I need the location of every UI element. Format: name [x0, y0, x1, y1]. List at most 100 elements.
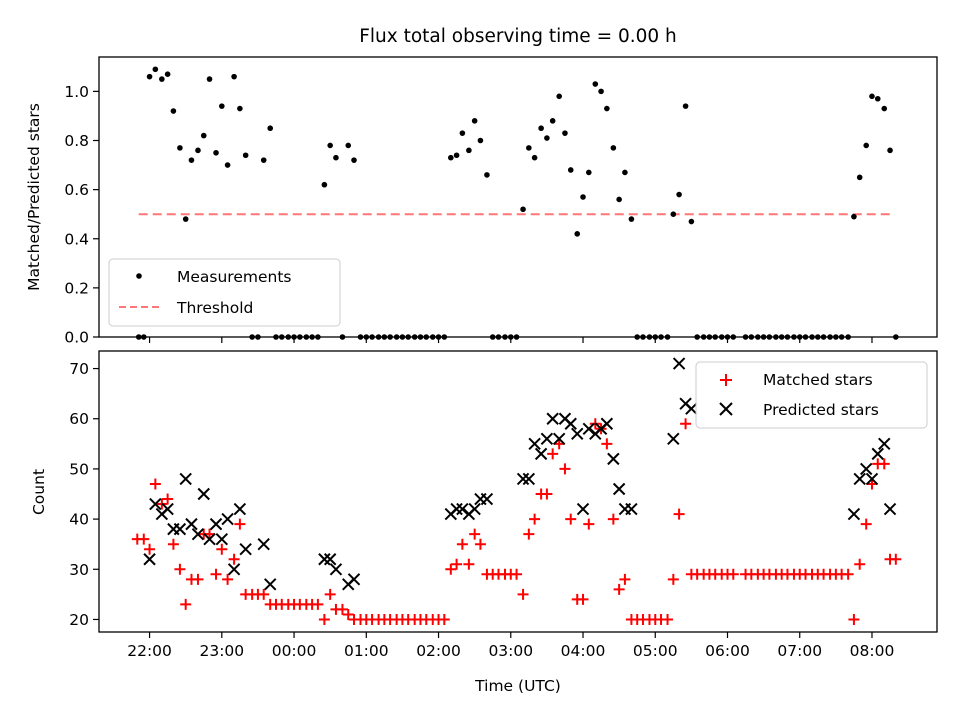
x-tick-label: 01:00 [344, 642, 389, 660]
matched-star-point [463, 558, 475, 570]
predicted-star-point [329, 563, 343, 576]
measurement-point [538, 125, 544, 132]
counts-y-ticks: 20 30 40 50 60 70 [69, 360, 99, 629]
matched-star-point [216, 543, 228, 555]
measurement-point [592, 81, 599, 87]
predicted-star-point [516, 472, 530, 486]
predicted-star-point [865, 472, 879, 486]
predicted-star-point [672, 357, 686, 370]
matched-star-point [138, 533, 150, 545]
predicted-star-point [534, 447, 548, 461]
measurement-point [670, 211, 677, 217]
predicted-star-point [161, 502, 174, 516]
matched-star-point [451, 558, 463, 570]
measurement-point [622, 169, 628, 176]
predicted-star-point [607, 452, 620, 466]
x-tick-label: 05:00 [633, 642, 678, 660]
measurement-point [881, 105, 888, 112]
predicted-star-point [625, 502, 638, 516]
ratio-legend-box [108, 258, 341, 327]
measurement-point [585, 169, 592, 176]
x-tick-label: 00:00 [272, 642, 317, 660]
measurement-point [333, 154, 339, 161]
measurement-point [267, 125, 274, 132]
measurement-point [206, 76, 213, 82]
measurement-point [170, 108, 177, 114]
matched-star-point [860, 518, 872, 530]
matched-star-point [619, 573, 631, 585]
measurement-point [556, 93, 562, 100]
x-tick-label: 08:00 [850, 642, 895, 660]
measurement-point [466, 147, 472, 154]
measurement-point [676, 191, 682, 198]
predicted-star-point [450, 502, 463, 516]
matched-star-point [583, 518, 595, 530]
predicted-star-point [480, 492, 494, 506]
x-tick-label: 06:00 [705, 642, 750, 660]
predicted-star-point [239, 542, 252, 556]
measurement-point [237, 105, 243, 112]
predicted-star-point [191, 527, 205, 541]
matched-star-point [312, 598, 324, 610]
ratio-y-tick-label: 0.0 [64, 329, 89, 347]
matched-star-point [144, 543, 156, 555]
predicted-star-point [185, 517, 198, 531]
predicted-star-point [883, 502, 897, 516]
predicted-star-point [203, 532, 216, 546]
measurement-point [562, 130, 568, 136]
counts-y-tick-label: 50 [69, 460, 89, 478]
matched-star-point [529, 513, 541, 525]
predicted-star-point [318, 553, 331, 566]
measurement-point [200, 132, 207, 139]
measurement-point [526, 145, 532, 151]
legend-matched-marker [720, 374, 732, 386]
ratio-y-tick-label: 0.6 [64, 181, 89, 199]
measurement-point [453, 152, 460, 159]
counts-y-tick-label: 60 [69, 410, 89, 428]
matched-star-point [474, 538, 486, 550]
measurement-point [688, 218, 695, 225]
predicted-star-point [209, 517, 223, 531]
matched-star-point [438, 613, 450, 625]
matched-star-point [180, 598, 192, 610]
measurement-point [682, 103, 689, 109]
predicted-star-point [227, 563, 241, 576]
matched-star-point [342, 608, 354, 620]
measurement-point [351, 157, 357, 163]
predicted-star-point [667, 432, 680, 446]
matched-star-point [541, 488, 553, 500]
measurement-point [544, 135, 550, 141]
counts-y-tick-label: 30 [69, 561, 89, 579]
x-tick-label: 22:00 [127, 642, 172, 660]
matched-star-point [878, 458, 890, 470]
predicted-star-point [215, 532, 229, 546]
measurement-point [869, 93, 875, 100]
measurement-point [231, 73, 237, 80]
predicted-star-point [233, 502, 247, 516]
matched-star-point [673, 508, 685, 520]
predicted-star-point [685, 402, 698, 415]
legend-measurement-marker [136, 273, 142, 279]
matched-star-point [222, 573, 234, 585]
predicted-star-point [522, 472, 536, 486]
measurement-point [484, 172, 490, 178]
predicted-star-point [847, 507, 861, 521]
measurement-point [863, 142, 870, 149]
matched-star-point [149, 478, 161, 490]
ratio-plot-frame [98, 56, 938, 338]
measurement-point [146, 73, 153, 80]
measurement-point [887, 147, 893, 154]
ratio-y-tick-label: 0.4 [64, 230, 89, 248]
measurement-point [159, 76, 165, 82]
ratio-y-ticks: 0.0 0.2 0.4 0.6 0.8 1.0 [64, 83, 99, 347]
matched-star-point [842, 568, 854, 580]
measurement-point [260, 157, 267, 163]
ratio-y-tick-label: 1.0 [64, 83, 89, 101]
counts-legend: Matched stars Predicted stars [695, 361, 928, 429]
matched-star-point [517, 588, 529, 600]
matched-star-point [890, 553, 902, 565]
measurement-point [242, 152, 249, 159]
matched-star-point [336, 603, 348, 615]
measurement-points [135, 66, 899, 340]
ratio-y-tick-label: 0.2 [64, 279, 89, 297]
